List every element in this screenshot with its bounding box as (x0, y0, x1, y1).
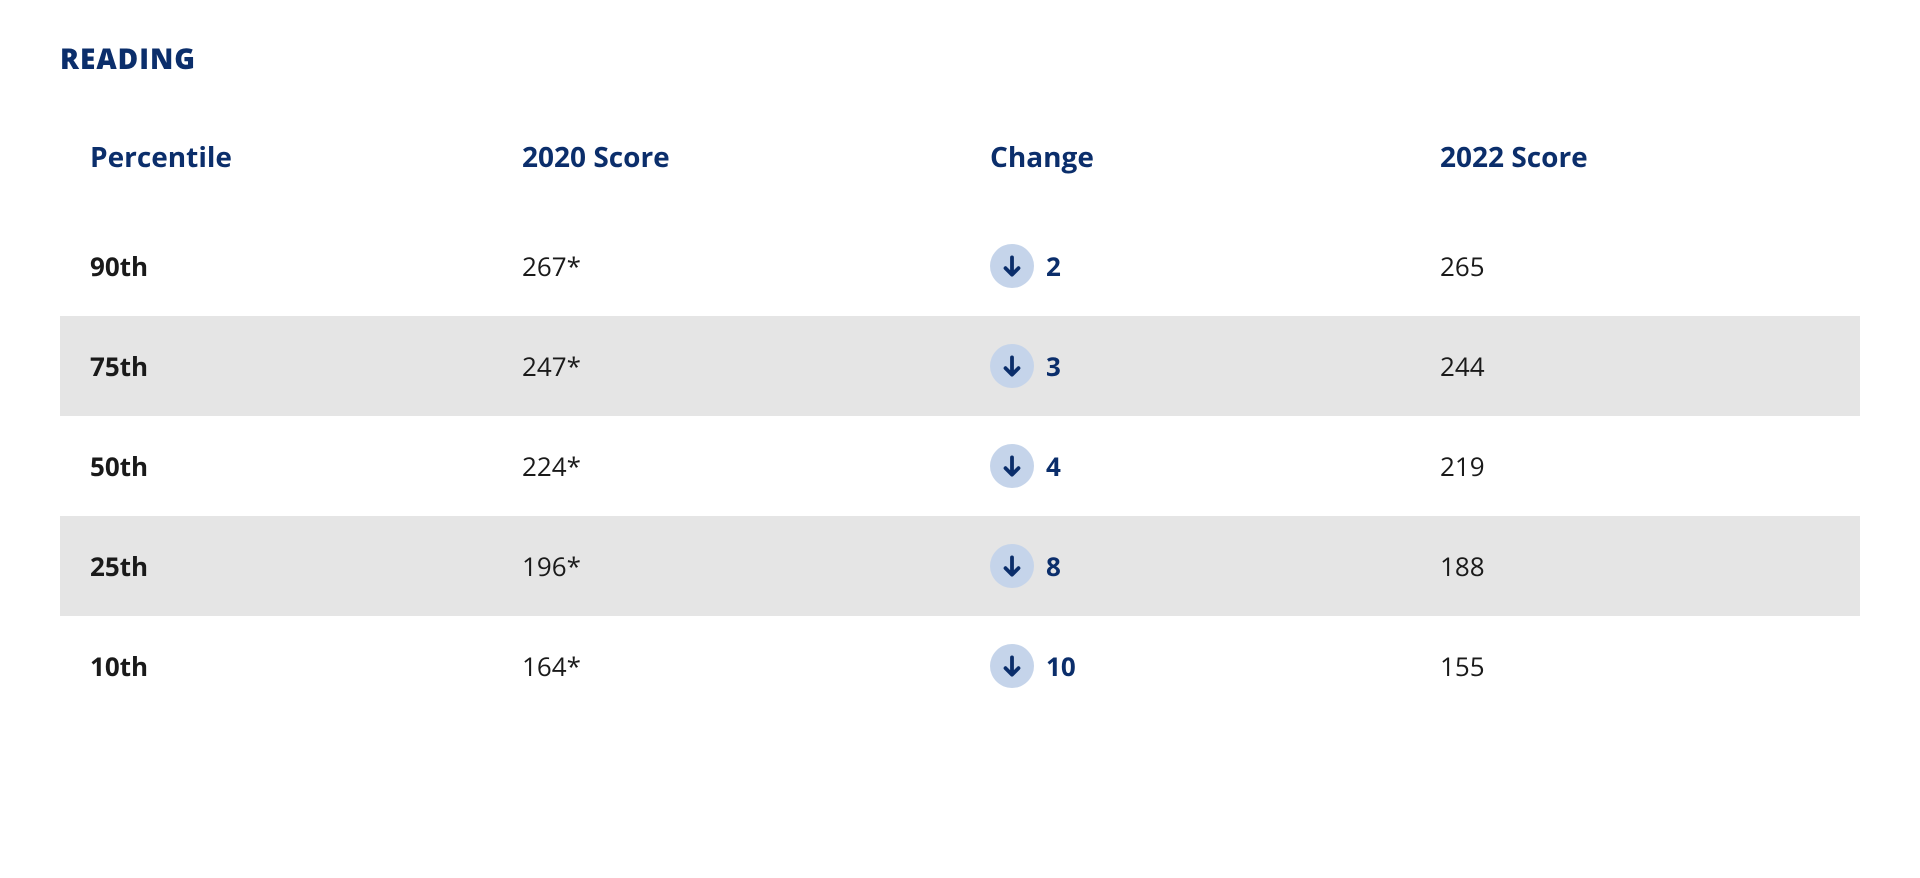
score-2020-cell: 267* (492, 216, 960, 316)
table-row: 50th 224* 4 219 (60, 416, 1860, 516)
header-2020-score: 2020 Score (492, 118, 960, 216)
score-2022-cell: 265 (1410, 216, 1860, 316)
change-cell: 4 (990, 444, 1380, 488)
table-row: 75th 247* 3 244 (60, 316, 1860, 416)
change-cell: 3 (990, 344, 1380, 388)
header-percentile: Percentile (60, 118, 492, 216)
table-row: 90th 267* 2 265 (60, 216, 1860, 316)
header-2022-score: 2022 Score (1410, 118, 1860, 216)
arrow-down-icon (990, 244, 1034, 288)
percentile-cell: 75th (60, 316, 492, 416)
score-2022-cell: 155 (1410, 616, 1860, 716)
table-header-row: Percentile 2020 Score Change 2022 Score (60, 118, 1860, 216)
change-cell-wrapper: 3 (960, 316, 1410, 416)
percentile-cell: 90th (60, 216, 492, 316)
score-2020-cell: 196* (492, 516, 960, 616)
change-cell-wrapper: 8 (960, 516, 1410, 616)
score-2022-cell: 219 (1410, 416, 1860, 516)
percentile-cell: 10th (60, 616, 492, 716)
scores-table: Percentile 2020 Score Change 2022 Score … (60, 118, 1860, 716)
change-value: 2 (1046, 248, 1061, 284)
arrow-down-icon (990, 344, 1034, 388)
table-row: 10th 164* 10 155 (60, 616, 1860, 716)
arrow-down-icon (990, 444, 1034, 488)
change-value: 4 (1046, 448, 1061, 484)
change-cell-wrapper: 10 (960, 616, 1410, 716)
arrow-down-icon (990, 544, 1034, 588)
change-value: 8 (1046, 548, 1061, 584)
section-title: READING (60, 40, 1860, 78)
percentile-cell: 25th (60, 516, 492, 616)
arrow-down-icon (990, 644, 1034, 688)
percentile-cell: 50th (60, 416, 492, 516)
change-value: 3 (1046, 348, 1061, 384)
table-row: 25th 196* 8 188 (60, 516, 1860, 616)
header-change: Change (960, 118, 1410, 216)
change-value: 10 (1046, 648, 1076, 684)
score-2020-cell: 224* (492, 416, 960, 516)
change-cell: 8 (990, 544, 1380, 588)
change-cell: 2 (990, 244, 1380, 288)
change-cell-wrapper: 2 (960, 216, 1410, 316)
change-cell: 10 (990, 644, 1380, 688)
score-2022-cell: 188 (1410, 516, 1860, 616)
score-2020-cell: 247* (492, 316, 960, 416)
score-2020-cell: 164* (492, 616, 960, 716)
score-2022-cell: 244 (1410, 316, 1860, 416)
change-cell-wrapper: 4 (960, 416, 1410, 516)
